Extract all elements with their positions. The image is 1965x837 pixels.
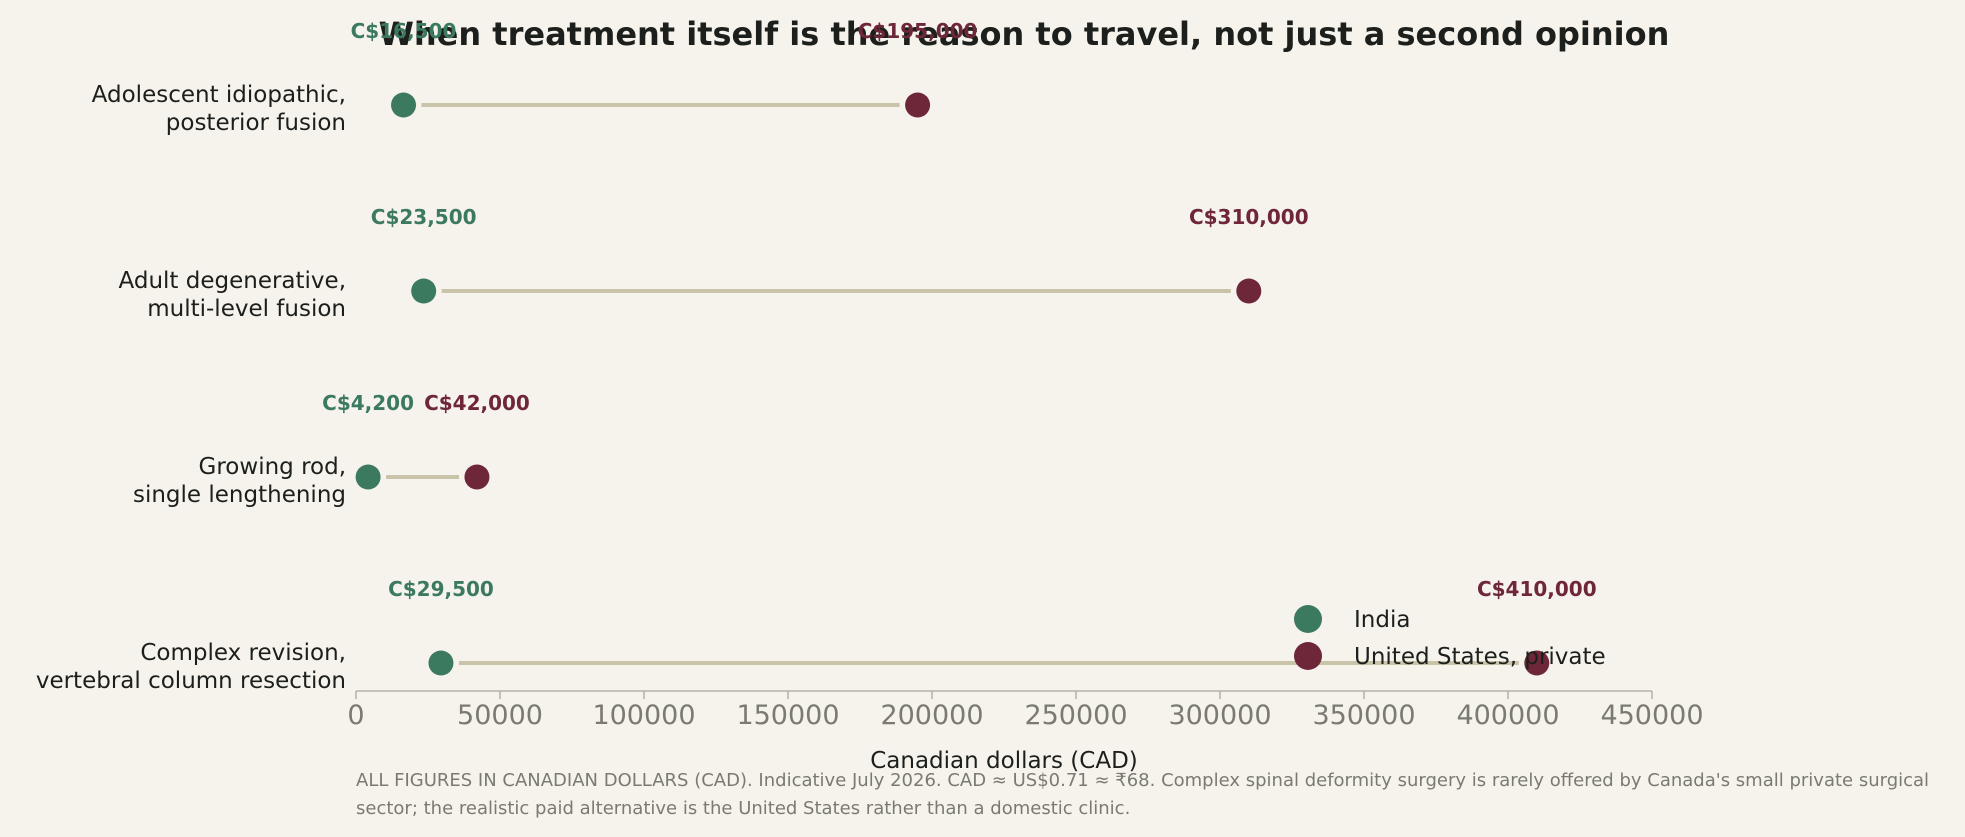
legend-label: India (1354, 607, 1410, 633)
x-tick-label: 50000 (457, 700, 543, 731)
legend-marker (1294, 605, 1322, 633)
india-point (355, 464, 381, 490)
india-value-label: C$4,200 (322, 391, 414, 415)
india-value-label: C$23,500 (371, 205, 477, 229)
category-label-line: Adult degenerative, (119, 268, 346, 294)
x-tick-label: 200000 (880, 700, 983, 731)
category-label-line: multi-level fusion (147, 296, 346, 322)
x-tick-label: 450000 (1600, 700, 1703, 731)
us-point (464, 464, 490, 490)
category-label-line: Growing rod, (199, 454, 346, 480)
us-point (905, 92, 931, 118)
us-value-label: C$42,000 (424, 391, 530, 415)
x-tick-label: 350000 (1312, 700, 1415, 731)
category-label: Growing rod, single lengthening (133, 454, 346, 508)
x-axis-label: Canadian dollars (CAD) (870, 748, 1138, 774)
category-label-line: single lengthening (133, 482, 346, 508)
india-value-label: C$29,500 (388, 577, 494, 601)
legend: India United States, private (1294, 605, 1606, 670)
category-label: Complex revision, vertebral column resect… (36, 640, 346, 694)
category-label-line: Adolescent idiopathic, (92, 82, 346, 108)
india-value-label: C$16,500 (351, 19, 457, 43)
us-point (1236, 278, 1262, 304)
footnote: ALL FIGURES IN CANADIAN DOLLARS (CAD). I… (356, 770, 1930, 819)
x-tick-label: 100000 (592, 700, 695, 731)
legend-marker (1294, 642, 1322, 670)
category-label: Adult degenerative, multi-level fusion (119, 268, 346, 322)
india-point (391, 92, 417, 118)
category-label-line: posterior fusion (166, 110, 346, 136)
plot-area: Adolescent idiopathic, posterior fusion C$… (36, 19, 1597, 694)
us-value-label: C$310,000 (1189, 205, 1309, 229)
x-tick-label: 0 (347, 700, 364, 731)
india-point (428, 650, 454, 676)
category-label-line: Complex revision, (140, 640, 346, 666)
category-label-line: vertebral column resection (36, 668, 346, 694)
x-tick-label: 250000 (1024, 700, 1127, 731)
category-label: Adolescent idiopathic, posterior fusion (92, 82, 346, 136)
x-tick-label: 300000 (1168, 700, 1271, 731)
legend-label: United States, private (1354, 644, 1606, 670)
us-point (1524, 650, 1550, 676)
chart-title: When treatment itself is the reason to t… (379, 15, 1670, 53)
x-tick-label: 400000 (1456, 700, 1559, 731)
x-axis: 0 50000 100000 150000 200000 250000 300000 3500… (347, 690, 1704, 731)
us-value-label: C$410,000 (1477, 577, 1597, 601)
x-tick-label: 150000 (736, 700, 839, 731)
us-value-label: C$195,000 (858, 19, 978, 43)
india-point (411, 278, 437, 304)
